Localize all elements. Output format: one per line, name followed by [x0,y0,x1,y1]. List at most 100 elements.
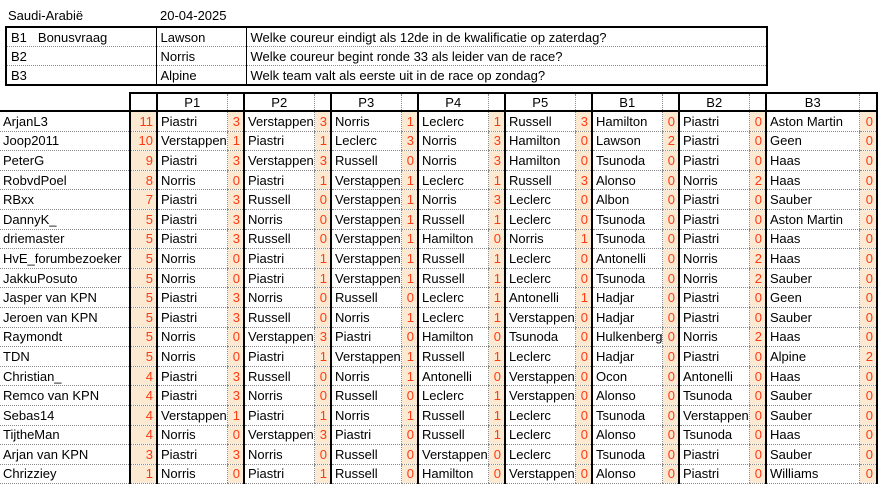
points-cell-b1[interactable]: 0 [661,366,679,387]
points-cell-b3[interactable]: 0 [858,327,878,348]
points-cell-b2[interactable]: 0 [748,111,766,132]
points-cell-p4[interactable]: 3 [487,189,505,210]
points-cell-b2[interactable]: 2 [748,268,766,289]
points-cell-p4[interactable]: 1 [487,425,505,446]
points-cell-p1[interactable]: 3 [226,385,244,406]
prediction-cell-b1[interactable]: Tsunoda [591,444,662,465]
points-cell-b1[interactable]: 0 [661,346,679,367]
prediction-cell-b3[interactable]: Geen [765,287,859,308]
player-name-cell[interactable]: Christian_ [0,366,130,387]
total-points-cell[interactable]: 3 [129,444,157,465]
player-name-cell[interactable]: TijtheMan [0,425,130,446]
points-cell-p2[interactable]: 1 [313,346,331,367]
prediction-cell-p5[interactable]: Leclerc [504,405,575,426]
prediction-cell-b2[interactable]: Piastri [678,209,749,230]
prediction-cell-p1[interactable]: Norris [156,248,227,269]
prediction-cell-b1[interactable]: Hadjar [591,346,662,367]
points-cell-p1[interactable]: 0 [226,327,244,348]
points-cell-p1[interactable]: 3 [226,444,244,465]
points-cell-p2[interactable]: 3 [313,111,331,132]
player-name-cell[interactable]: ArjanL3 [0,111,130,132]
prediction-cell-b3[interactable]: Haas [765,366,859,387]
points-cell-p5[interactable]: 0 [574,248,592,269]
points-cell-p3[interactable]: 1 [400,229,418,250]
points-cell-p2[interactable]: 3 [313,425,331,446]
prediction-cell-p4[interactable]: Leclerc [417,111,488,132]
prediction-cell-b2[interactable]: Piastri [678,229,749,250]
prediction-cell-b2[interactable]: Piastri [678,150,749,171]
prediction-cell-p2[interactable]: Piastri [243,405,314,426]
points-cell-p5[interactable]: 0 [574,327,592,348]
points-cell-b3[interactable]: 0 [858,366,878,387]
player-name-cell[interactable]: Jeroen van KPN [0,307,130,328]
total-points-cell[interactable]: 4 [129,405,157,426]
total-points-cell[interactable]: 10 [129,131,157,152]
prediction-cell-p4[interactable]: Leclerc [417,307,488,328]
points-cell-b3[interactable]: 0 [858,444,878,465]
prediction-cell-b3[interactable]: Williams [765,464,859,484]
prediction-cell-p2[interactable]: Piastri [243,131,314,152]
points-cell-p3[interactable]: 0 [400,385,418,406]
prediction-cell-b3[interactable]: Haas [765,425,859,446]
prediction-cell-b3[interactable]: Aston Martin [765,111,859,132]
points-cell-b2[interactable]: 2 [748,327,766,348]
points-cell-b1[interactable]: 0 [661,444,679,465]
total-points-cell[interactable]: 5 [129,248,157,269]
points-cell-p1[interactable]: 3 [226,287,244,308]
prediction-cell-p5[interactable]: Norris [504,229,575,250]
prediction-cell-b2[interactable]: Piastri [678,464,749,484]
points-cell-b3[interactable]: 0 [858,405,878,426]
prediction-cell-p5[interactable]: Russell [504,170,575,191]
prediction-cell-p3[interactable]: Norris [330,111,401,132]
prediction-cell-p1[interactable]: Piastri [156,189,227,210]
total-points-cell[interactable]: 5 [129,209,157,230]
prediction-cell-b1[interactable]: Hulkenberg [591,327,662,348]
prediction-cell-p2[interactable]: Norris [243,209,314,230]
prediction-cell-p4[interactable]: Norris [417,150,488,171]
points-cell-b2[interactable]: 0 [748,425,766,446]
prediction-cell-p4[interactable]: Norris [417,131,488,152]
total-points-cell[interactable]: 9 [129,150,157,171]
points-cell-p4[interactable]: 3 [487,131,505,152]
points-cell-b2[interactable]: 0 [748,464,766,484]
points-cell-p1[interactable]: 0 [226,425,244,446]
prediction-cell-b3[interactable]: Haas [765,248,859,269]
total-points-cell[interactable]: 5 [129,327,157,348]
prediction-cell-p2[interactable]: Norris [243,444,314,465]
prediction-cell-b3[interactable]: Sauber [765,307,859,328]
points-cell-p5[interactable]: 0 [574,444,592,465]
points-cell-p4[interactable]: 1 [487,248,505,269]
prediction-cell-p2[interactable]: Verstappen [243,425,314,446]
points-cell-p3[interactable]: 3 [400,131,418,152]
points-cell-p2[interactable]: 0 [313,209,331,230]
prediction-cell-p2[interactable]: Verstappen [243,150,314,171]
prediction-cell-b2[interactable]: Tsunoda [678,385,749,406]
player-name-cell[interactable]: HvE_forumbezoeker [0,248,130,269]
prediction-cell-p2[interactable]: Piastri [243,464,314,484]
points-cell-p3[interactable]: 1 [400,405,418,426]
points-cell-p2[interactable]: 3 [313,327,331,348]
prediction-cell-p5[interactable]: Leclerc [504,425,575,446]
points-cell-p3[interactable]: 1 [400,170,418,191]
prediction-cell-p4[interactable]: Verstappen [417,444,488,465]
prediction-cell-p4[interactable]: Hamilton [417,464,488,484]
prediction-cell-b1[interactable]: Albon [591,189,662,210]
points-cell-p5[interactable]: 0 [574,464,592,484]
prediction-cell-p2[interactable]: Norris [243,287,314,308]
points-cell-b3[interactable]: 0 [858,189,878,210]
prediction-cell-p4[interactable]: Russell [417,346,488,367]
prediction-cell-b1[interactable]: Tsunoda [591,150,662,171]
prediction-cell-p2[interactable]: Piastri [243,248,314,269]
total-points-cell[interactable]: 8 [129,170,157,191]
prediction-cell-b1[interactable]: Antonelli [591,248,662,269]
player-name-cell[interactable]: Raymondt [0,327,130,348]
prediction-cell-p3[interactable]: Russell [330,150,401,171]
points-cell-p1[interactable]: 0 [226,248,244,269]
prediction-cell-p4[interactable]: Russell [417,425,488,446]
prediction-cell-p3[interactable]: Norris [330,307,401,328]
points-cell-p2[interactable]: 1 [313,405,331,426]
prediction-cell-b2[interactable]: Piastri [678,131,749,152]
points-cell-p3[interactable]: 0 [400,444,418,465]
points-cell-p4[interactable]: 1 [487,346,505,367]
total-points-cell[interactable]: 7 [129,189,157,210]
